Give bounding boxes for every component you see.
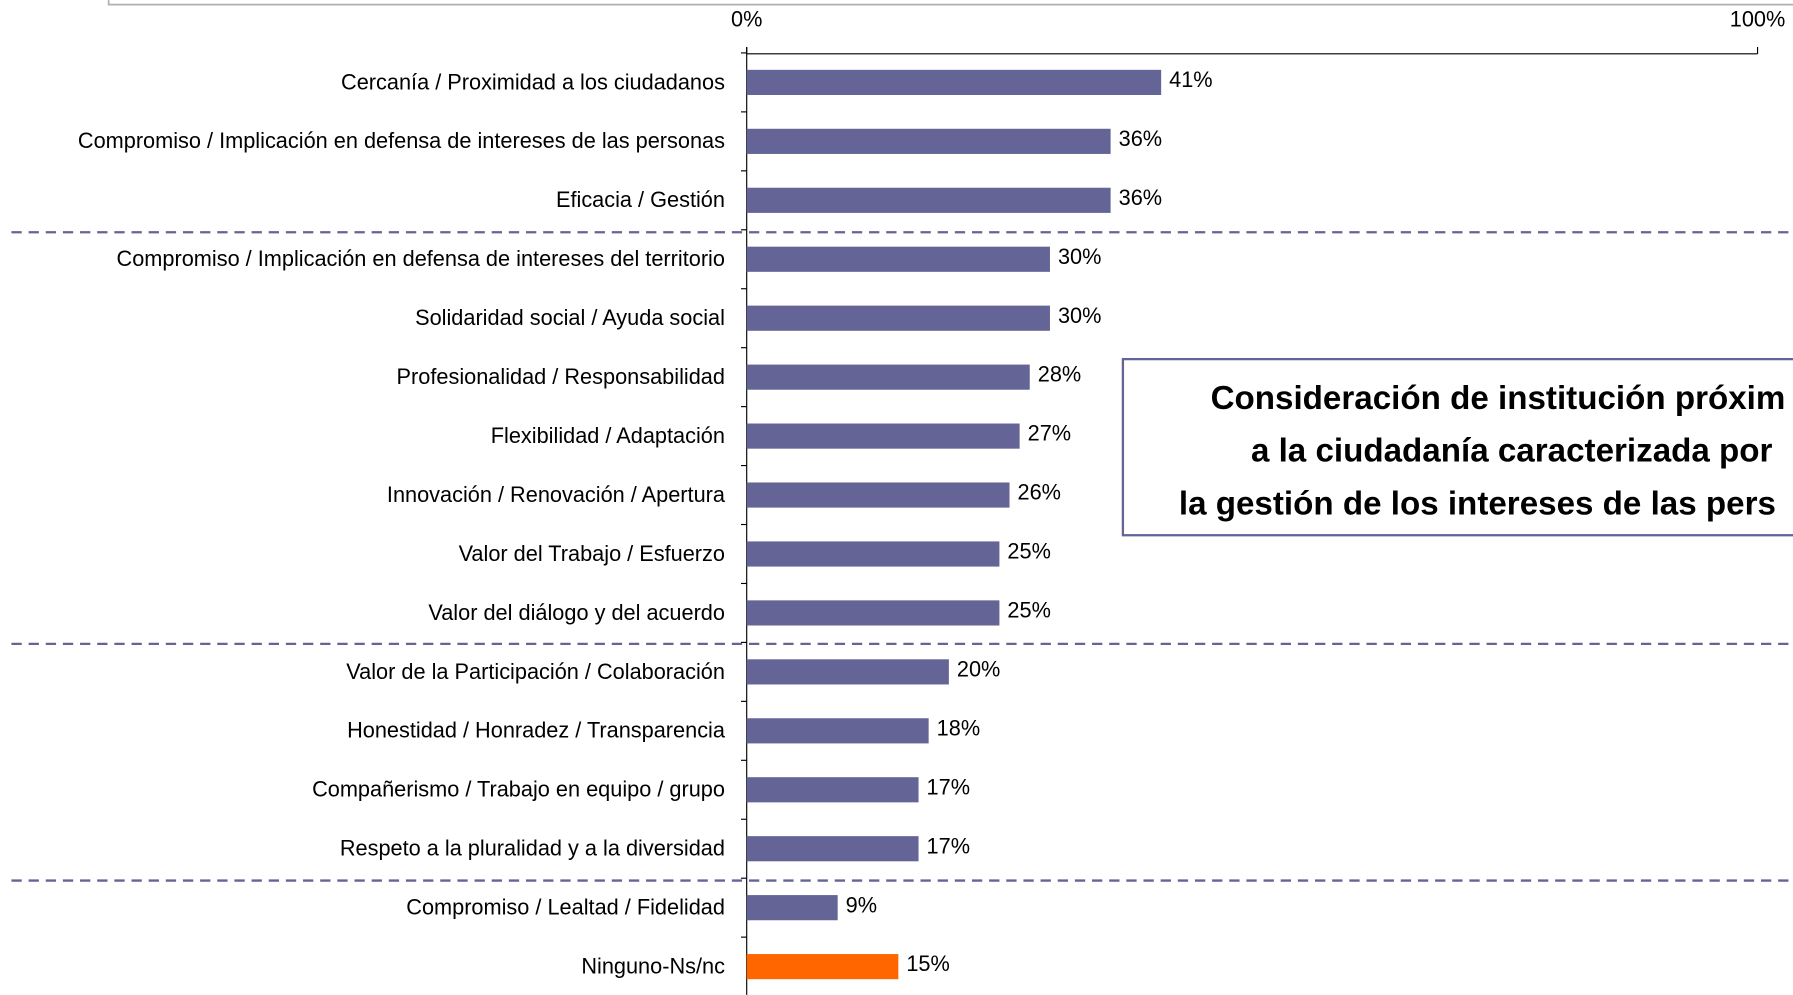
category-label: Ninguno-Ns/nc [581,953,725,978]
annotation-line: a la ciudadanía caracterizada por [1251,433,1773,470]
value-label: 36% [1119,185,1162,210]
category-label: Eficacia / Gestión [556,187,725,212]
frame-line [107,0,1793,6]
value-label: 25% [1007,598,1050,623]
value-label: 27% [1028,421,1071,446]
bar [746,836,919,862]
value-label: 30% [1058,244,1101,269]
category-label: Compañerismo / Trabajo en equipo / grupo [312,777,725,802]
value-label: 9% [846,892,877,917]
annotation-box [1121,357,1793,537]
category-label: Compromiso / Lealtad / Fidelidad [406,895,725,920]
category-label: Solidaridad social / Ayuda social [415,305,725,330]
bar [746,187,1111,213]
value-label: 26% [1018,480,1061,505]
bar [746,954,899,980]
category-label: Valor del diálogo y del acuerdo [428,600,725,625]
category-label: Innovación / Renovación / Apertura [387,482,726,507]
value-label: 17% [927,774,970,799]
bar [746,482,1010,508]
category-label: Profesionalidad / Responsabilidad [397,364,725,389]
bar [746,423,1020,449]
bar [746,777,919,803]
category-label: Cercanía / Proximidad a los ciudadanos [341,69,725,94]
bar [746,364,1030,390]
annotation-line: la gestión de los intereses de las pers [1179,485,1776,522]
bar [746,128,1111,154]
value-label: 18% [937,715,980,740]
x-tick-label: 100% [1730,6,1786,31]
value-label: 36% [1119,126,1162,151]
value-label: 15% [906,951,949,976]
bar [746,305,1050,331]
bar [746,600,1000,626]
bar [746,718,929,744]
value-label: 25% [1007,539,1050,564]
category-label: Compromiso / Implicación en defensa de i… [117,246,725,271]
bar [746,541,1000,567]
value-label: 20% [957,656,1000,681]
bar [746,69,1162,95]
separators [11,231,1793,882]
bar [746,246,1050,272]
x-tick-label: 0% [731,6,762,31]
value-label: 41% [1169,67,1212,92]
category-label: Honestidad / Honradez / Transparencia [347,718,726,743]
value-label: 28% [1038,362,1081,387]
bar [746,895,838,921]
category-label: Flexibilidad / Adaptación [491,423,725,448]
value-label: 17% [927,833,970,858]
category-label: Valor del Trabajo / Esfuerzo [459,541,725,566]
category-label: Valor de la Participación / Colaboración [346,659,725,684]
category-label: Compromiso / Implicación en defensa de i… [78,128,725,153]
value-label: 30% [1058,303,1101,328]
bar [746,659,949,685]
annotation-line: Consideración de institución próxim [1211,380,1786,417]
category-label: Respeto a la pluralidad y a la diversida… [340,836,725,861]
